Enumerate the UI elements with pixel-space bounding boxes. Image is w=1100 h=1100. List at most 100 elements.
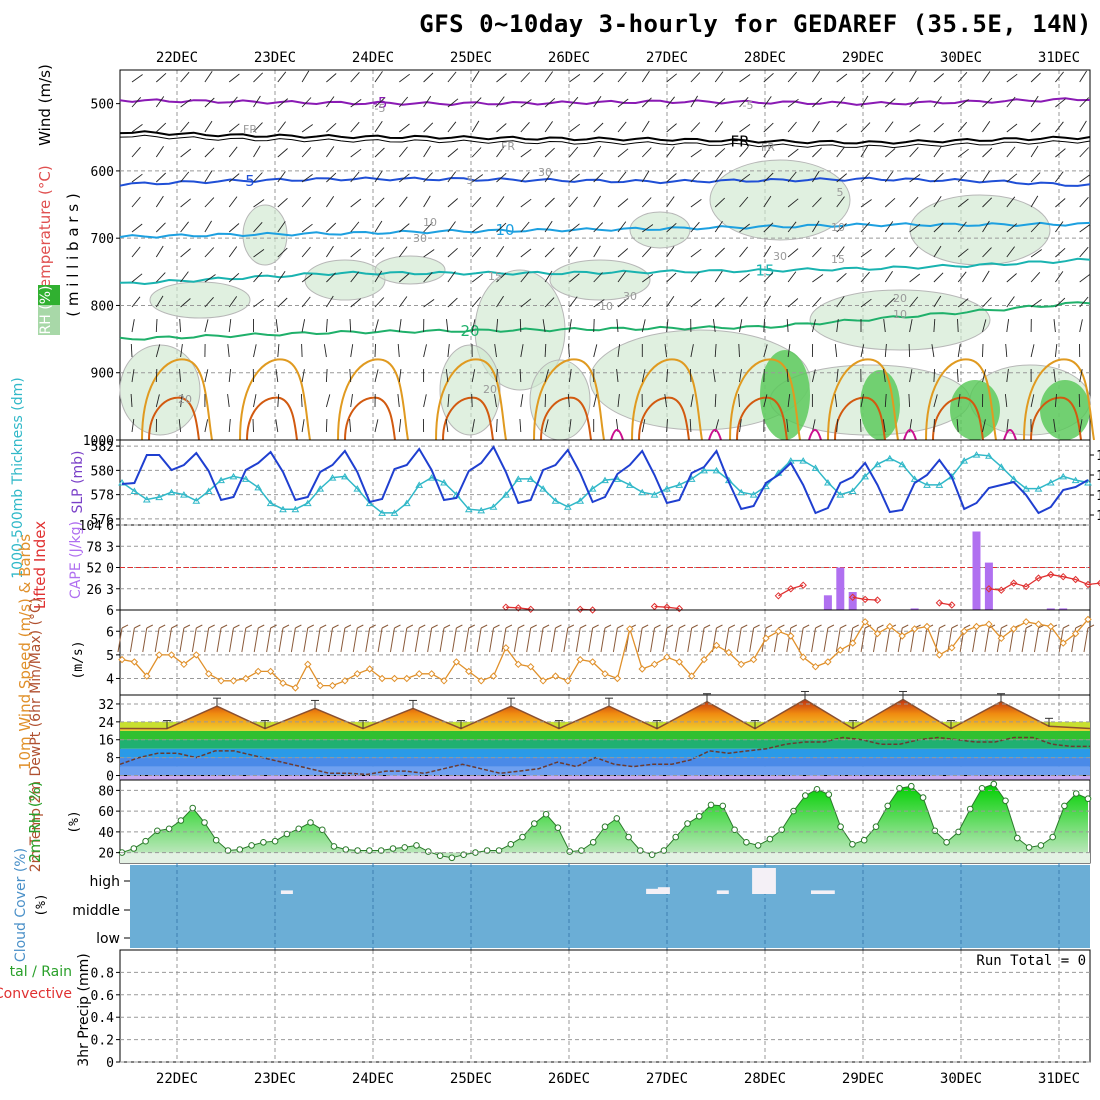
li-point [774,592,783,600]
wind-barb [374,247,385,258]
wind-barb [957,71,968,83]
cloud-high-bar [716,890,729,894]
wind-barb [569,196,578,208]
wind-barb [641,296,652,308]
day-label-top: 27DEC [646,50,688,66]
isotherm-30 [344,396,396,441]
wind-barb [325,318,328,333]
wind-barb-flag [1025,624,1033,629]
wind-barb [204,247,215,258]
rh-point [1084,795,1092,803]
wind-barb [739,96,749,108]
isotherm-35 [610,429,624,441]
wind-barb [398,319,402,333]
wind-barb [326,272,336,283]
thickness-point [303,499,312,507]
wind-barb [326,146,335,158]
wind-barb [544,97,556,108]
wind-barb [569,146,579,158]
wind-barb [374,369,379,383]
wind-barb [714,197,726,208]
wind-barb [326,122,337,133]
wind-barb-10m [749,627,755,653]
y-tick-label: 60 [98,805,114,820]
isotherm-25 [533,358,605,441]
rh-point [896,785,903,792]
rh-point [731,826,738,834]
wind-barb-flag [728,624,736,629]
wind-barb-flag [741,624,748,629]
temp-color-band [120,766,1090,776]
thickness-point [601,476,609,484]
wind-speed-point [130,658,139,666]
wind-barb [520,298,532,308]
y-tick-label: 8 [106,752,114,767]
wind-barb [641,319,646,333]
wind-barb [884,171,894,183]
rh-point [908,782,915,790]
wind-barb [593,272,603,283]
wind-barb-flag [295,624,302,629]
wind-barb [423,72,434,83]
wind-barb [494,344,497,358]
wind-speed-point [663,653,671,661]
wind-barb [398,296,408,308]
rh-point [931,827,939,835]
wind-speed-point [700,655,708,664]
isotherm-25 [435,358,507,441]
wind-barb [1079,120,1087,133]
panel-border [119,949,1091,1063]
y-tick-label: 700 [91,232,114,247]
wind-barb [131,196,141,208]
rh-point [754,842,762,849]
isotherm-25 [925,358,997,441]
rh-shade-dense [950,380,1000,440]
wind-barb [787,344,791,358]
cape-bar [836,567,845,610]
cloud-background [130,865,1090,948]
wind-barb [763,145,772,158]
thickness-point [898,460,907,468]
wind-barb-flag [357,624,364,629]
wind-barb-10m [352,627,358,653]
wind-barb-flag [443,624,451,629]
wind-barb [1055,271,1064,283]
wind-barb [228,173,240,183]
wind-barb [616,369,619,383]
isotherm--5 [119,97,1091,107]
rh-point [319,826,326,834]
li-point [1022,582,1030,591]
wind-barb [642,224,654,233]
wind-barb [714,121,724,133]
wind-barb [275,319,279,333]
wind-barb [374,297,385,308]
wind-barb [471,147,482,158]
wind-barb [423,299,435,308]
wind-barb-flag [419,624,426,629]
wind-barb [1030,394,1035,408]
wind-barb [690,394,694,408]
y-tick-label: 900 [91,367,114,382]
cloud-high-bar [657,887,670,894]
isotherm-25 [631,358,703,441]
wind-barb [228,272,240,283]
wind-barb [982,319,987,333]
wind-barb [155,295,164,308]
wind-barb-10m [1009,627,1015,653]
wind-barb [812,97,823,108]
wind-barb [326,222,337,233]
wind-barb [569,74,581,83]
wind-barb-10m [687,627,693,653]
wind-barb [253,172,263,183]
wind-barb [641,246,652,258]
rh-point [766,835,774,843]
wind-barb [1006,273,1017,283]
rh-point [601,823,609,831]
wind-barb [398,196,408,208]
wind-barb [860,122,871,133]
wind-barb [666,146,675,158]
run-total: Run Total = 0 [976,953,1086,969]
contour-label: 15 [831,253,845,266]
wind-barb [812,120,820,133]
wind-barb [836,73,848,83]
